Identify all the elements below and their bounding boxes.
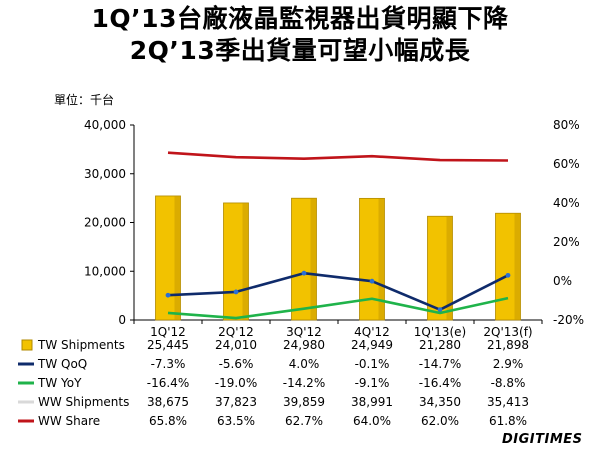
table-cell-tw-qoq: 2.9% (493, 357, 524, 371)
y-right-tick-label: 20% (553, 235, 580, 249)
table-cell-ww-shipments: 35,413 (487, 395, 529, 409)
table-cell-tw-shipments: 25,445 (147, 338, 189, 352)
legend-label-tw-yoy: TW YoY (37, 376, 82, 390)
legend-label-tw-shipments: TW Shipments (37, 338, 125, 352)
table-cell-tw-shipments: 24,980 (283, 338, 325, 352)
table-cell-tw-yoy: -19.0% (215, 376, 257, 390)
point-tw-qoq (369, 278, 375, 284)
table-cell-tw-shipments: 24,949 (351, 338, 393, 352)
x-category-label: 1Q'13(e) (414, 325, 466, 339)
point-tw-qoq (233, 289, 239, 295)
point-tw-qoq (505, 272, 511, 278)
x-category-label: 1Q'12 (150, 325, 186, 339)
table-cell-tw-shipments: 21,280 (419, 338, 461, 352)
table-cell-tw-qoq: -5.6% (219, 357, 254, 371)
legend-label-ww-share: WW Share (38, 414, 100, 428)
point-tw-qoq (437, 307, 443, 313)
y-left-tick-label: 10,000 (84, 264, 126, 278)
x-category-label: 2Q'13(f) (483, 325, 532, 339)
table-cell-tw-yoy: -8.8% (491, 376, 526, 390)
table-cell-tw-yoy: -16.4% (419, 376, 461, 390)
x-category-label: 4Q'12 (354, 325, 390, 339)
table-cell-tw-yoy: -9.1% (355, 376, 390, 390)
legend-label-tw-qoq: TW QoQ (37, 357, 87, 371)
y-right-tick-label: -20% (553, 313, 584, 327)
x-category-label: 3Q'12 (286, 325, 322, 339)
bar-shade (242, 202, 249, 320)
table-cell-ww-share: 64.0% (353, 414, 391, 428)
table-cell-tw-shipments: 21,898 (487, 338, 529, 352)
y-left-tick-label: 0 (118, 313, 126, 327)
table-cell-tw-yoy: -14.2% (283, 376, 325, 390)
table-cell-ww-shipments: 38,675 (147, 395, 189, 409)
bar-shade (174, 195, 181, 320)
table-cell-ww-share: 61.8% (489, 414, 527, 428)
table-cell-ww-share: 62.7% (285, 414, 323, 428)
table-cell-tw-shipments: 24,010 (215, 338, 257, 352)
table-cell-ww-shipments: 34,350 (419, 395, 461, 409)
unit-label: 單位：千台 (54, 93, 115, 107)
table-cell-ww-shipments: 38,991 (351, 395, 393, 409)
table-cell-ww-share: 63.5% (217, 414, 255, 428)
line-ww-share (167, 151, 509, 162)
table-cell-tw-yoy: -16.4% (147, 376, 189, 390)
chart-title-line1: 1Q’13台廠液晶監視器出貨明顯下降 (91, 4, 509, 33)
x-category-label: 2Q'12 (218, 325, 254, 339)
y-left-tick-label: 30,000 (84, 167, 126, 181)
y-left-tick-label: 40,000 (84, 118, 126, 132)
table-cell-tw-qoq: -14.7% (419, 357, 461, 371)
legend-label-ww-shipments: WW Shipments (38, 395, 129, 409)
bar-shade (378, 198, 385, 320)
table-cell-ww-shipments: 39,859 (283, 395, 325, 409)
table-cell-ww-share: 62.0% (421, 414, 459, 428)
legend-swatch-tw-shipments (21, 339, 33, 351)
y-right-tick-label: 60% (553, 157, 580, 171)
bar-shade (310, 198, 317, 320)
y-left-tick-label: 20,000 (84, 216, 126, 230)
line-tw-yoy (167, 296, 509, 320)
y-right-tick-label: 40% (553, 196, 580, 210)
bar-shade (446, 216, 453, 320)
table-cell-ww-share: 65.8% (149, 414, 187, 428)
line-tw-qoq (167, 271, 509, 311)
table-cell-ww-shipments: 37,823 (215, 395, 257, 409)
bar-shade (514, 213, 521, 320)
y-right-tick-label: 80% (553, 118, 580, 132)
point-tw-qoq (301, 270, 307, 276)
point-tw-qoq (165, 292, 171, 298)
table-cell-tw-qoq: -0.1% (355, 357, 390, 371)
table-cell-tw-qoq: 4.0% (289, 357, 320, 371)
table-cell-tw-qoq: -7.3% (151, 357, 186, 371)
digitimes-logo: DIGITIMES (502, 432, 583, 447)
y-right-tick-label: 0% (553, 274, 572, 288)
chart-title-line2: 2Q’13季出貨量可望小幅成長 (129, 36, 471, 65)
